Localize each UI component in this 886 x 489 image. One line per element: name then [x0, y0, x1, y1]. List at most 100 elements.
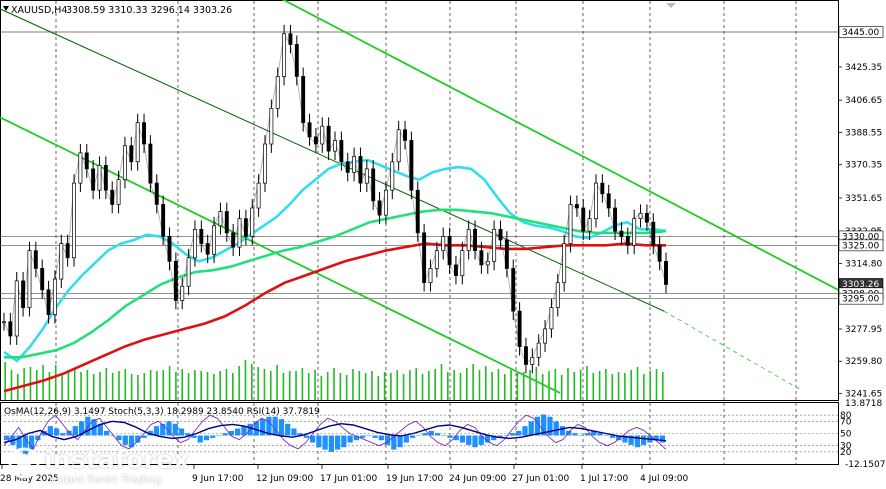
stoch-main-line: [3, 420, 667, 444]
osma-bar: [509, 433, 516, 436]
osma-bar: [78, 421, 85, 436]
candle-body: [371, 168, 376, 202]
candle-body: [103, 164, 108, 191]
osma-bar: [135, 435, 141, 443]
candle-body: [205, 243, 210, 255]
shift-marker-icon[interactable]: [666, 3, 676, 8]
candle-body: [218, 211, 223, 227]
candle-body: [613, 207, 618, 232]
osma-bar: [534, 416, 541, 436]
osma-bar: [228, 430, 235, 436]
candle-body: [422, 232, 427, 284]
osma-bar: [103, 430, 110, 436]
candle-body: [453, 264, 458, 276]
osma-bar: [278, 419, 285, 436]
candle-body: [52, 278, 57, 316]
candle-body: [568, 204, 573, 244]
symbol-triangle-icon: [3, 6, 9, 11]
candle-body: [186, 257, 191, 287]
osma-bar: [160, 423, 166, 436]
candle-body: [275, 76, 280, 109]
osma-bar: [322, 435, 328, 450]
osma-bar: [128, 435, 135, 448]
osma-bar: [141, 435, 147, 438]
osma-bar: [197, 435, 203, 443]
brand-subtitle: Instant Forex Trading: [46, 473, 162, 486]
main-price-panel: 3445.00 3425.35 3406.65 3388.55 3370.35 3351.…: [0, 0, 884, 401]
stoch-level-label: 80: [840, 411, 852, 421]
osma-bar: [622, 435, 628, 443]
osma-bar: [553, 421, 559, 436]
osma-bar: [634, 435, 641, 448]
candle-body: [549, 307, 554, 330]
osma-bar: [366, 435, 372, 437]
osma-bar: [653, 435, 659, 441]
osma-bar: [172, 423, 178, 436]
osma-bar: [397, 435, 403, 448]
candle-body: [199, 228, 204, 244]
osma-bar: [609, 435, 616, 438]
candle-body: [110, 189, 115, 205]
osma-bar: [35, 435, 41, 441]
osma-bar: [528, 421, 534, 436]
osma-bar: [147, 430, 153, 436]
osma-bar: [359, 435, 366, 438]
candle-body: [396, 129, 401, 163]
candle-body: [301, 76, 306, 124]
candle-body: [466, 228, 471, 252]
time-tick-label: 24 Jun 09:00: [449, 474, 506, 484]
candle-body: [116, 179, 121, 205]
candle-body: [91, 168, 96, 191]
price-tag-label: 3295.00: [842, 295, 879, 305]
osc-tick-label: 13.8718: [845, 399, 882, 409]
price-tag-label: 3303.26: [842, 280, 879, 290]
candle-body: [428, 268, 433, 284]
osma-bar: [153, 426, 160, 436]
candle-body: [594, 182, 598, 220]
osma-bar: [434, 433, 441, 436]
candle-body: [511, 268, 516, 312]
osma-bar: [60, 433, 66, 436]
price-tick-label: 3351.65: [845, 194, 882, 204]
stoch-level-label: 30: [840, 442, 852, 452]
osma-bar: [191, 435, 197, 438]
candle-body: [97, 164, 102, 191]
candle-body: [320, 125, 325, 145]
osma-bar: [453, 435, 459, 441]
candle-body: [625, 236, 630, 246]
stoch-level-label: 50: [840, 430, 852, 440]
candle-body: [59, 243, 64, 280]
price-tags: 3445.003330.003325.003303.263298.003295.…: [838, 26, 884, 305]
time-tick-label: 9 Jun 17:00: [192, 474, 244, 484]
candle-body: [237, 218, 242, 248]
price-tag-label: 3330.00: [842, 232, 879, 242]
price-tick-label: 3388.55: [845, 128, 882, 138]
osma-bar: [97, 423, 103, 436]
brand-logo-icon: [8, 447, 40, 479]
osma-bar: [441, 435, 447, 437]
price-candles: [2, 24, 668, 374]
price-tick-label: 3425.35: [845, 63, 882, 73]
osma-bar: [335, 435, 341, 450]
osma-bar: [659, 435, 665, 443]
candle-body: [479, 250, 484, 266]
osma-bar: [472, 435, 478, 448]
osma-bar: [422, 433, 428, 436]
candle-body: [224, 211, 229, 234]
osma-bar: [597, 433, 603, 436]
osma-bar: [185, 433, 191, 436]
candle-body: [524, 346, 528, 365]
osma-bar: [303, 435, 310, 438]
candle-body: [27, 250, 32, 308]
osma-bar: [478, 435, 484, 445]
candle-body: [364, 168, 369, 184]
candle-body: [460, 250, 465, 276]
osma-bar: [310, 435, 316, 443]
candle-body: [358, 156, 363, 184]
osma-bar: [603, 435, 609, 437]
candle-body: [543, 328, 548, 344]
osma-bar: [616, 435, 622, 441]
candle-body: [154, 182, 159, 205]
